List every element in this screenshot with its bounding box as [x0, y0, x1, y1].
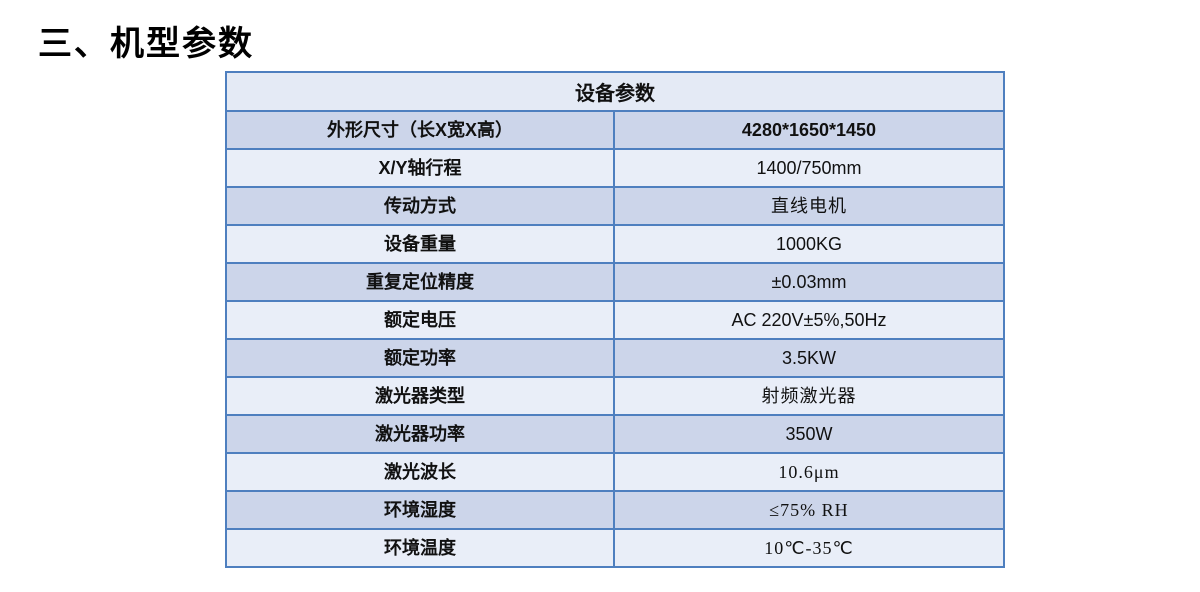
row-label: 重复定位精度 — [227, 264, 615, 300]
row-label: 额定电压 — [227, 302, 615, 338]
row-value: 1000KG — [775, 234, 843, 254]
table-header-title: 设备参数 — [575, 83, 655, 105]
table-row: 额定电压 AC 220V±5%,50Hz — [227, 300, 1003, 338]
page-title: 三、机型参数 — [38, 26, 254, 63]
table-row: 传动方式 直线电机 — [227, 186, 1003, 224]
table-row: 设备重量 1000KG — [227, 224, 1003, 262]
row-label: 激光器功率 — [227, 416, 615, 452]
table-row: 环境湿度 ≤75% RH — [227, 490, 1003, 528]
row-value: 直线电机 — [771, 196, 847, 216]
device-params-table: 设备参数 外形尺寸（长X宽X高） 4280*1650*1450 X/Y轴行程 1… — [225, 71, 1005, 568]
row-value: ≤75% RH — [769, 500, 849, 520]
table-row: 重复定位精度 ±0.03mm — [227, 262, 1003, 300]
row-label: 传动方式 — [227, 188, 615, 224]
row-label: 设备重量 — [227, 226, 615, 262]
table-row: 环境温度 10℃-35℃ — [227, 528, 1003, 566]
row-value: AC 220V±5%,50Hz — [731, 310, 887, 330]
row-label: 激光波长 — [227, 454, 615, 490]
row-value: 3.5KW — [781, 348, 837, 368]
row-label: 额定功率 — [227, 340, 615, 376]
row-label: X/Y轴行程 — [227, 150, 615, 186]
row-value: 350W — [785, 424, 833, 444]
row-label: 激光器类型 — [227, 378, 615, 414]
row-value: 4280*1650*1450 — [741, 120, 877, 140]
row-value: ±0.03mm — [771, 272, 847, 292]
row-value: 10℃-35℃ — [764, 538, 854, 558]
row-label: 环境湿度 — [227, 492, 615, 528]
row-label: 环境温度 — [227, 530, 615, 566]
table-row: X/Y轴行程 1400/750mm — [227, 148, 1003, 186]
table-row: 激光器功率 350W — [227, 414, 1003, 452]
row-label: 外形尺寸（长X宽X高） — [227, 112, 615, 148]
params-table-body: 外形尺寸（长X宽X高） 4280*1650*1450 X/Y轴行程 1400/7… — [227, 110, 1003, 566]
table-row: 外形尺寸（长X宽X高） 4280*1650*1450 — [227, 110, 1003, 148]
row-value: 射频激光器 — [761, 386, 857, 406]
row-value: 1400/750mm — [756, 158, 862, 178]
table-header-row: 设备参数 — [227, 73, 1003, 110]
row-value: 10.6μm — [778, 462, 840, 482]
table-row: 激光波长 10.6μm — [227, 452, 1003, 490]
table-row: 激光器类型 射频激光器 — [227, 376, 1003, 414]
table-row: 额定功率 3.5KW — [227, 338, 1003, 376]
